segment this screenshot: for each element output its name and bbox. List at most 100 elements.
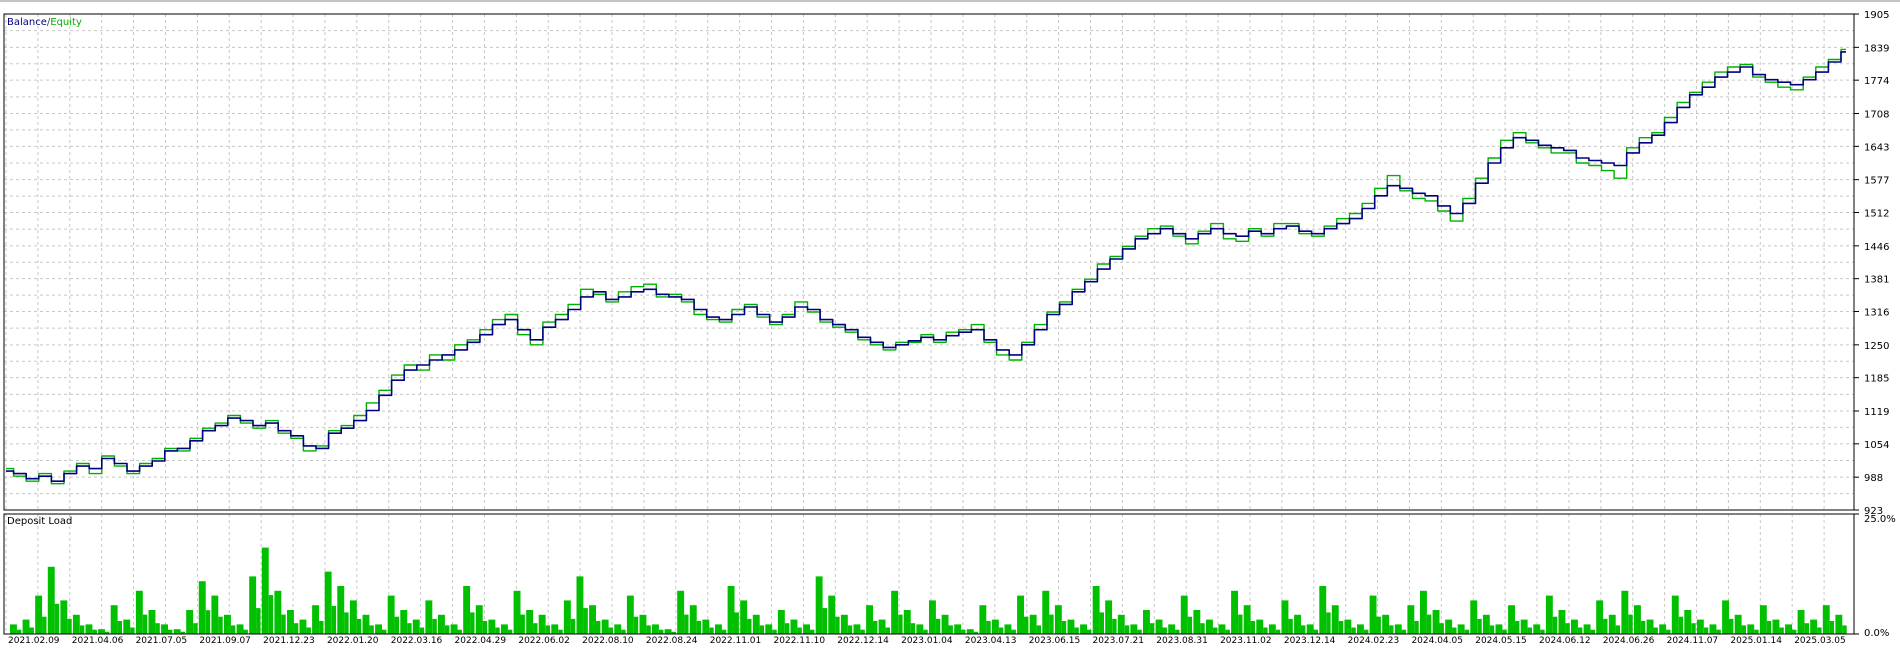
deposit-load-bar [22, 619, 30, 634]
deposit-load-bar [1502, 629, 1507, 634]
deposit-load-bar [986, 621, 991, 634]
deposit-load-bar [1394, 624, 1402, 634]
deposit-load-bar [903, 610, 911, 634]
deposit-load-bar [810, 629, 815, 634]
deposit-load-bar [186, 610, 194, 634]
deposit-load-bar [1162, 627, 1167, 634]
deposit-load-bar [1634, 605, 1641, 634]
deposit-load-bar [1477, 618, 1482, 634]
deposit-load-bar [268, 595, 274, 634]
deposit-load-bar [1759, 605, 1767, 634]
deposit-load-bar [299, 619, 307, 634]
deposit-load-bar [935, 618, 941, 634]
deposit-load-bar [916, 624, 924, 634]
x-tick-label: 2021.09.07 [199, 636, 251, 645]
deposit-load-bar [671, 631, 676, 634]
y-tick-label: 25.0% [1864, 514, 1896, 525]
deposit-load-bar [576, 576, 584, 634]
deposit-load-bar [1288, 618, 1293, 634]
x-tick-label: 2024.04.05 [1411, 636, 1463, 645]
deposit-load-bar [243, 629, 248, 634]
deposit-load-bar [659, 629, 664, 634]
deposit-load-bar [1527, 627, 1532, 634]
y-tick-label: 1905 [1864, 10, 1889, 21]
deposit-load-bar [545, 625, 551, 634]
deposit-load-bar [482, 621, 488, 634]
deposit-load-bar [1099, 612, 1104, 634]
deposit-load-bar [1407, 605, 1415, 634]
deposit-load-bar [1653, 627, 1658, 634]
deposit-load-bar [293, 623, 299, 634]
deposit-load-bar [1155, 619, 1163, 634]
deposit-load-bar [419, 627, 425, 634]
y-tick-label: 1708 [1864, 110, 1889, 121]
deposit-load-bar [249, 576, 257, 634]
deposit-load-bar [752, 614, 760, 634]
x-tick-label: 2023.12.14 [1284, 636, 1336, 645]
x-tick-label: 2023.04.13 [965, 636, 1017, 645]
deposit-load-bar [1482, 614, 1490, 634]
deposit-load-bar [639, 614, 647, 634]
x-tick-label: 2022.06.02 [518, 636, 570, 645]
deposit-load-bar [205, 610, 211, 634]
deposit-load-bar [1464, 629, 1470, 634]
deposit-load-bar [966, 629, 974, 634]
deposit-load-bar [646, 625, 651, 634]
deposit-load-bar [1326, 612, 1331, 634]
deposit-load-bar [652, 624, 659, 634]
deposit-load-bar [734, 612, 739, 634]
deposit-load-bar [923, 629, 928, 634]
deposit-load-bar [1470, 600, 1478, 634]
deposit-load-bar [1344, 619, 1352, 634]
x-tick-label: 2021.07.05 [136, 636, 188, 645]
deposit-load-bar [369, 625, 374, 634]
deposit-load-bar [526, 610, 534, 634]
deposit-load-bar [991, 619, 999, 634]
deposit-load-bar [67, 618, 72, 634]
deposit-load-bar [1193, 610, 1201, 634]
x-tick-label: 2025.03.05 [1794, 636, 1846, 645]
legend-balance: Balance [7, 17, 47, 28]
deposit-load-bar [382, 629, 387, 634]
deposit-load-bar [306, 627, 311, 634]
deposit-load-bar [1029, 614, 1037, 634]
deposit-load-bar [878, 619, 886, 634]
deposit-load-bar [998, 627, 1004, 634]
deposit-load-bar [92, 629, 97, 634]
deposit-load-bar [1225, 629, 1230, 634]
x-tick-label: 2021.12.23 [263, 636, 315, 645]
deposit-load-bar [835, 616, 840, 634]
deposit-load-bar [538, 614, 546, 634]
deposit-load-bar [815, 576, 823, 634]
deposit-load-bar [85, 624, 93, 634]
y-tick-label: 0.0% [1864, 628, 1889, 639]
deposit-load-bar [696, 621, 702, 634]
deposit-load-bar [1351, 627, 1356, 634]
deposit-load-bar [583, 608, 588, 634]
deposit-load-bar [740, 600, 748, 634]
deposit-load-bar [193, 623, 198, 634]
deposit-load-bar [1049, 614, 1054, 634]
deposit-load-bar [42, 616, 47, 634]
deposit-load-bar [47, 566, 55, 634]
deposit-load-bar [614, 624, 622, 634]
deposit-load-bar [1779, 627, 1784, 634]
deposit-load-bar [337, 586, 345, 634]
deposit-load-bar [1238, 614, 1243, 634]
deposit-load-bar [1243, 605, 1251, 634]
pane-frames [0, 0, 1900, 635]
deposit-load-bar [1149, 623, 1155, 634]
deposit-load-bar [1420, 590, 1427, 634]
deposit-load-bar [400, 610, 408, 634]
deposit-load-bar [1722, 600, 1729, 634]
main-pane-frame [3, 13, 1855, 511]
y-tick-label: 1250 [1864, 341, 1889, 352]
y-tick-label: 1381 [1864, 275, 1889, 286]
deposit-load-bar [533, 623, 538, 634]
deposit-load-bar [1389, 625, 1394, 634]
deposit-load-bar [72, 614, 80, 634]
deposit-load-bar [1558, 610, 1566, 634]
y-tick-label: 988 [1864, 473, 1883, 484]
deposit-load-bar [840, 614, 848, 634]
deposit-load-bar [261, 547, 269, 634]
